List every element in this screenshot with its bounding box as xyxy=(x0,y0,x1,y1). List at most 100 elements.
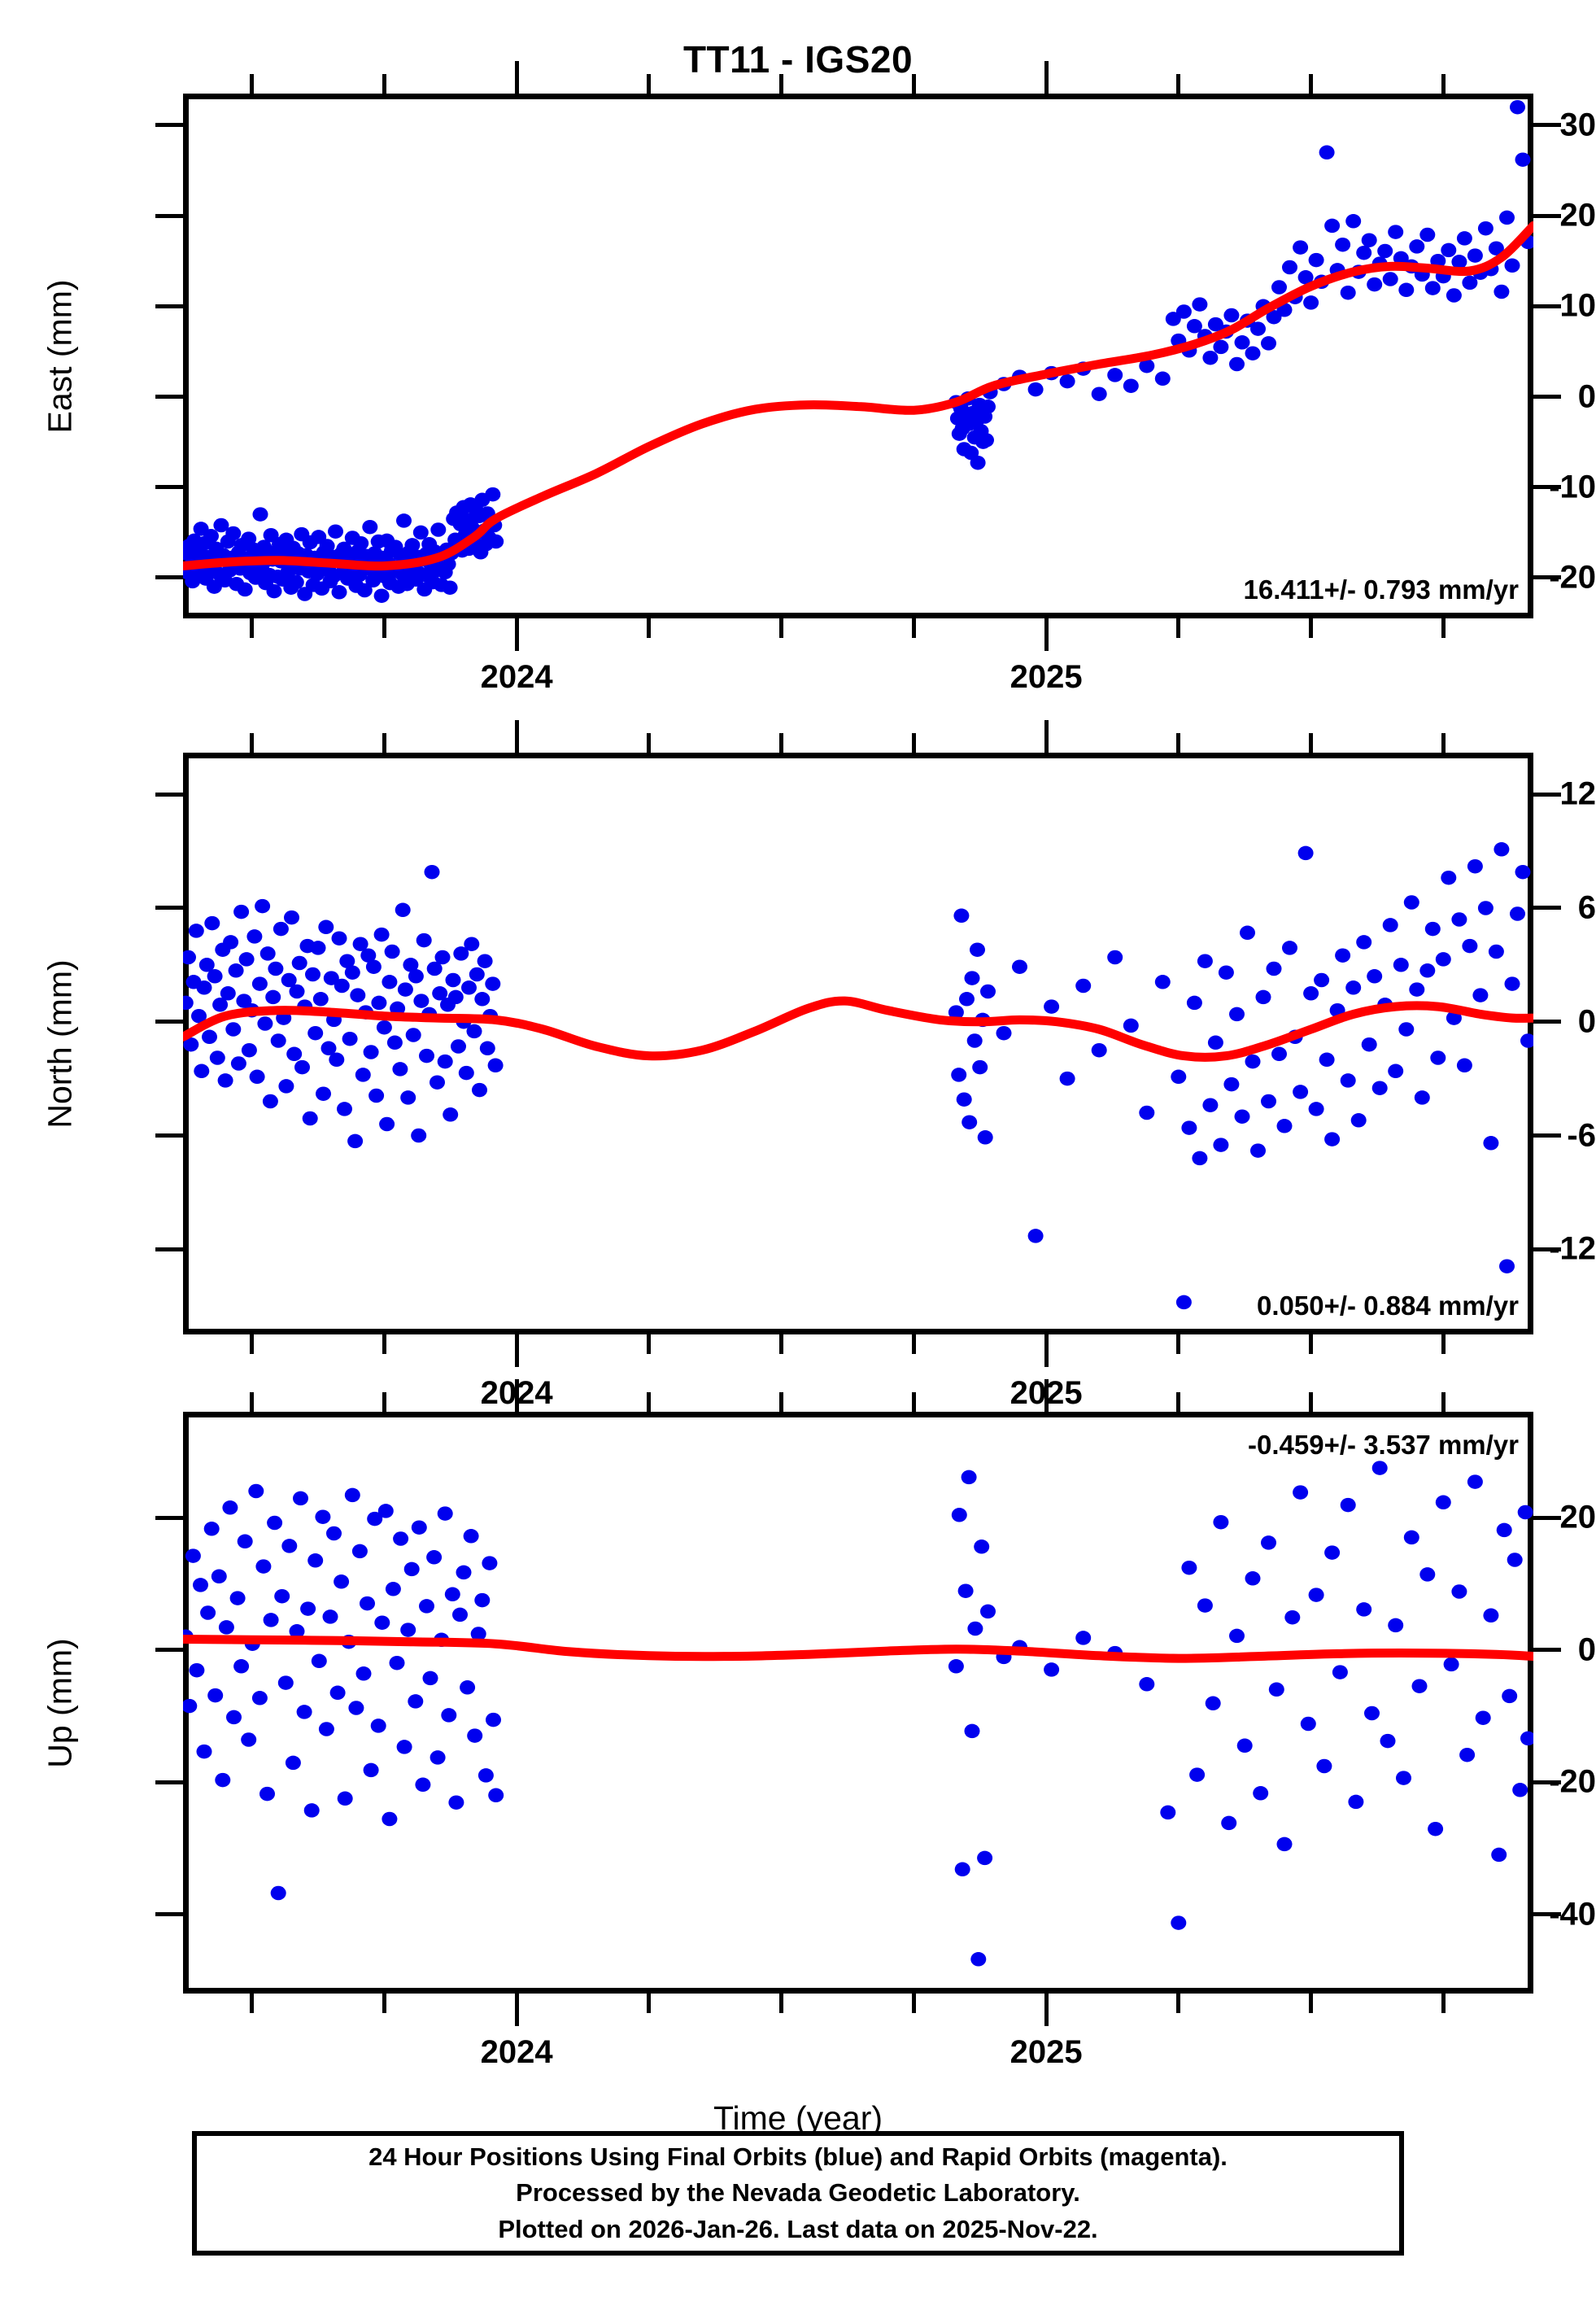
xtick-mark xyxy=(911,1994,916,2013)
ytick-mark xyxy=(155,304,183,308)
xtick-mark xyxy=(911,733,916,753)
ytick-up-2: -20 xyxy=(1549,1763,1596,1800)
xtick-mark xyxy=(1441,1334,1446,1354)
ytick-mark xyxy=(1533,906,1561,911)
xtick-mark xyxy=(779,74,784,94)
xtick-mark xyxy=(382,74,386,94)
panel-north xyxy=(183,753,1533,1334)
xtick-mark xyxy=(779,733,784,753)
xtick-mark xyxy=(647,618,652,638)
ytick-up-0: 20 xyxy=(1559,1499,1596,1535)
xtick-mark xyxy=(911,1334,916,1354)
xtick-mark xyxy=(1309,1334,1314,1354)
ytick-mark xyxy=(155,1515,183,1520)
xtick-mark xyxy=(779,1994,784,2013)
xtick-mark xyxy=(647,74,652,94)
ytick-north-4: -12 xyxy=(1549,1230,1596,1267)
axis-label-up: Up (mm) xyxy=(41,1637,79,1768)
ytick-mark xyxy=(1533,1133,1561,1138)
footer-line-2: Processed by the Nevada Geodetic Laborat… xyxy=(516,2178,1080,2208)
xtick-mark xyxy=(250,618,255,638)
ytick-mark xyxy=(155,792,183,797)
xtick-mark xyxy=(514,720,519,753)
footer-line-3: Plotted on 2026-Jan-26. Last data on 202… xyxy=(498,2214,1098,2243)
xtick-mark xyxy=(382,1334,386,1354)
xtick-mark xyxy=(1176,618,1181,638)
ytick-mark xyxy=(155,1648,183,1652)
xtick-mark xyxy=(1176,1994,1181,2013)
footer-line-1: 24 Hour Positions Using Final Orbits (bl… xyxy=(368,2142,1228,2172)
ytick-mark xyxy=(1533,1020,1561,1024)
panel-east-plot-area xyxy=(183,99,1533,603)
xtick-mark xyxy=(1176,733,1181,753)
xtick-mark xyxy=(382,618,386,638)
ytick-mark xyxy=(155,1912,183,1916)
ytick-mark xyxy=(1533,792,1561,797)
ytick-mark xyxy=(1533,1648,1561,1652)
ytick-east-4: -10 xyxy=(1549,469,1596,505)
page-title: TT11 - IGS20 xyxy=(682,38,914,81)
ytick-east-3: 0 xyxy=(1577,378,1596,414)
xtick-mark xyxy=(647,1392,652,1412)
xtick-mark xyxy=(1441,733,1446,753)
xtick-mark xyxy=(1176,1334,1181,1354)
ytick-mark xyxy=(1533,1247,1561,1251)
ytick-mark xyxy=(155,1020,183,1024)
ytick-east-1: 20 xyxy=(1559,197,1596,234)
xtick-mark xyxy=(514,1994,519,2026)
xtick-mark xyxy=(382,733,386,753)
xtick-mark xyxy=(779,1392,784,1412)
xtick-mark xyxy=(1309,1392,1314,1412)
xtick-mark xyxy=(1176,1392,1181,1412)
xtick-mark xyxy=(1176,74,1181,94)
ytick-north-1: 6 xyxy=(1577,889,1596,926)
xtick-mark xyxy=(779,1334,784,1354)
ytick-mark xyxy=(155,395,183,400)
xtick-mark xyxy=(382,1994,386,2013)
xtick-mark xyxy=(1309,1994,1314,2013)
ytick-mark xyxy=(155,213,183,218)
xtick-mark xyxy=(1441,1392,1446,1412)
ytick-mark xyxy=(1533,575,1561,580)
ytick-mark xyxy=(155,1247,183,1251)
rate-label-north: 0.050+/- 0.884 mm/yr xyxy=(1257,1291,1519,1321)
xtick-mark xyxy=(1309,74,1314,94)
xtick-mark xyxy=(647,733,652,753)
ytick-mark xyxy=(1533,395,1561,400)
ytick-north-0: 12 xyxy=(1559,775,1596,812)
panel-east xyxy=(183,94,1533,618)
ytick-north-3: -6 xyxy=(1567,1117,1596,1153)
xtick-mark xyxy=(1309,618,1314,638)
panel-up xyxy=(183,1412,1533,1994)
xtick-mark xyxy=(250,733,255,753)
xtick-mark xyxy=(382,1392,386,1412)
xtick-label-up-0: 2024 xyxy=(480,2034,553,2070)
ytick-mark xyxy=(1533,123,1561,128)
xtick-mark xyxy=(1044,720,1049,753)
xtick-mark xyxy=(1441,1994,1446,2013)
ytick-up-3: -40 xyxy=(1549,1896,1596,1932)
ytick-mark xyxy=(155,123,183,128)
xtick-mark xyxy=(250,1334,255,1354)
xtick-mark xyxy=(1309,733,1314,753)
xtick-mark xyxy=(250,1392,255,1412)
panel-up-plot-area xyxy=(183,1461,1533,1967)
xtick-mark xyxy=(647,1334,652,1354)
ytick-east-2: 10 xyxy=(1559,287,1596,324)
xtick-mark xyxy=(1044,1379,1049,1412)
xtick-mark xyxy=(911,1392,916,1412)
ytick-mark xyxy=(1533,213,1561,218)
xtick-mark xyxy=(1044,618,1049,651)
rate-label-up: -0.459+/- 3.537 mm/yr xyxy=(1248,1430,1519,1460)
panel-north-plot-area xyxy=(183,842,1533,1310)
ytick-mark xyxy=(1533,304,1561,308)
ytick-north-2: 0 xyxy=(1577,1003,1596,1040)
xtick-mark xyxy=(514,1334,519,1367)
ytick-mark xyxy=(155,575,183,580)
panel-east-frame xyxy=(183,94,1533,618)
xtick-mark xyxy=(911,618,916,638)
xtick-mark xyxy=(779,618,784,638)
axis-label-east: East (mm) xyxy=(41,278,79,434)
ytick-mark xyxy=(155,906,183,911)
rate-label-east: 16.411+/- 0.793 mm/yr xyxy=(1243,574,1519,605)
